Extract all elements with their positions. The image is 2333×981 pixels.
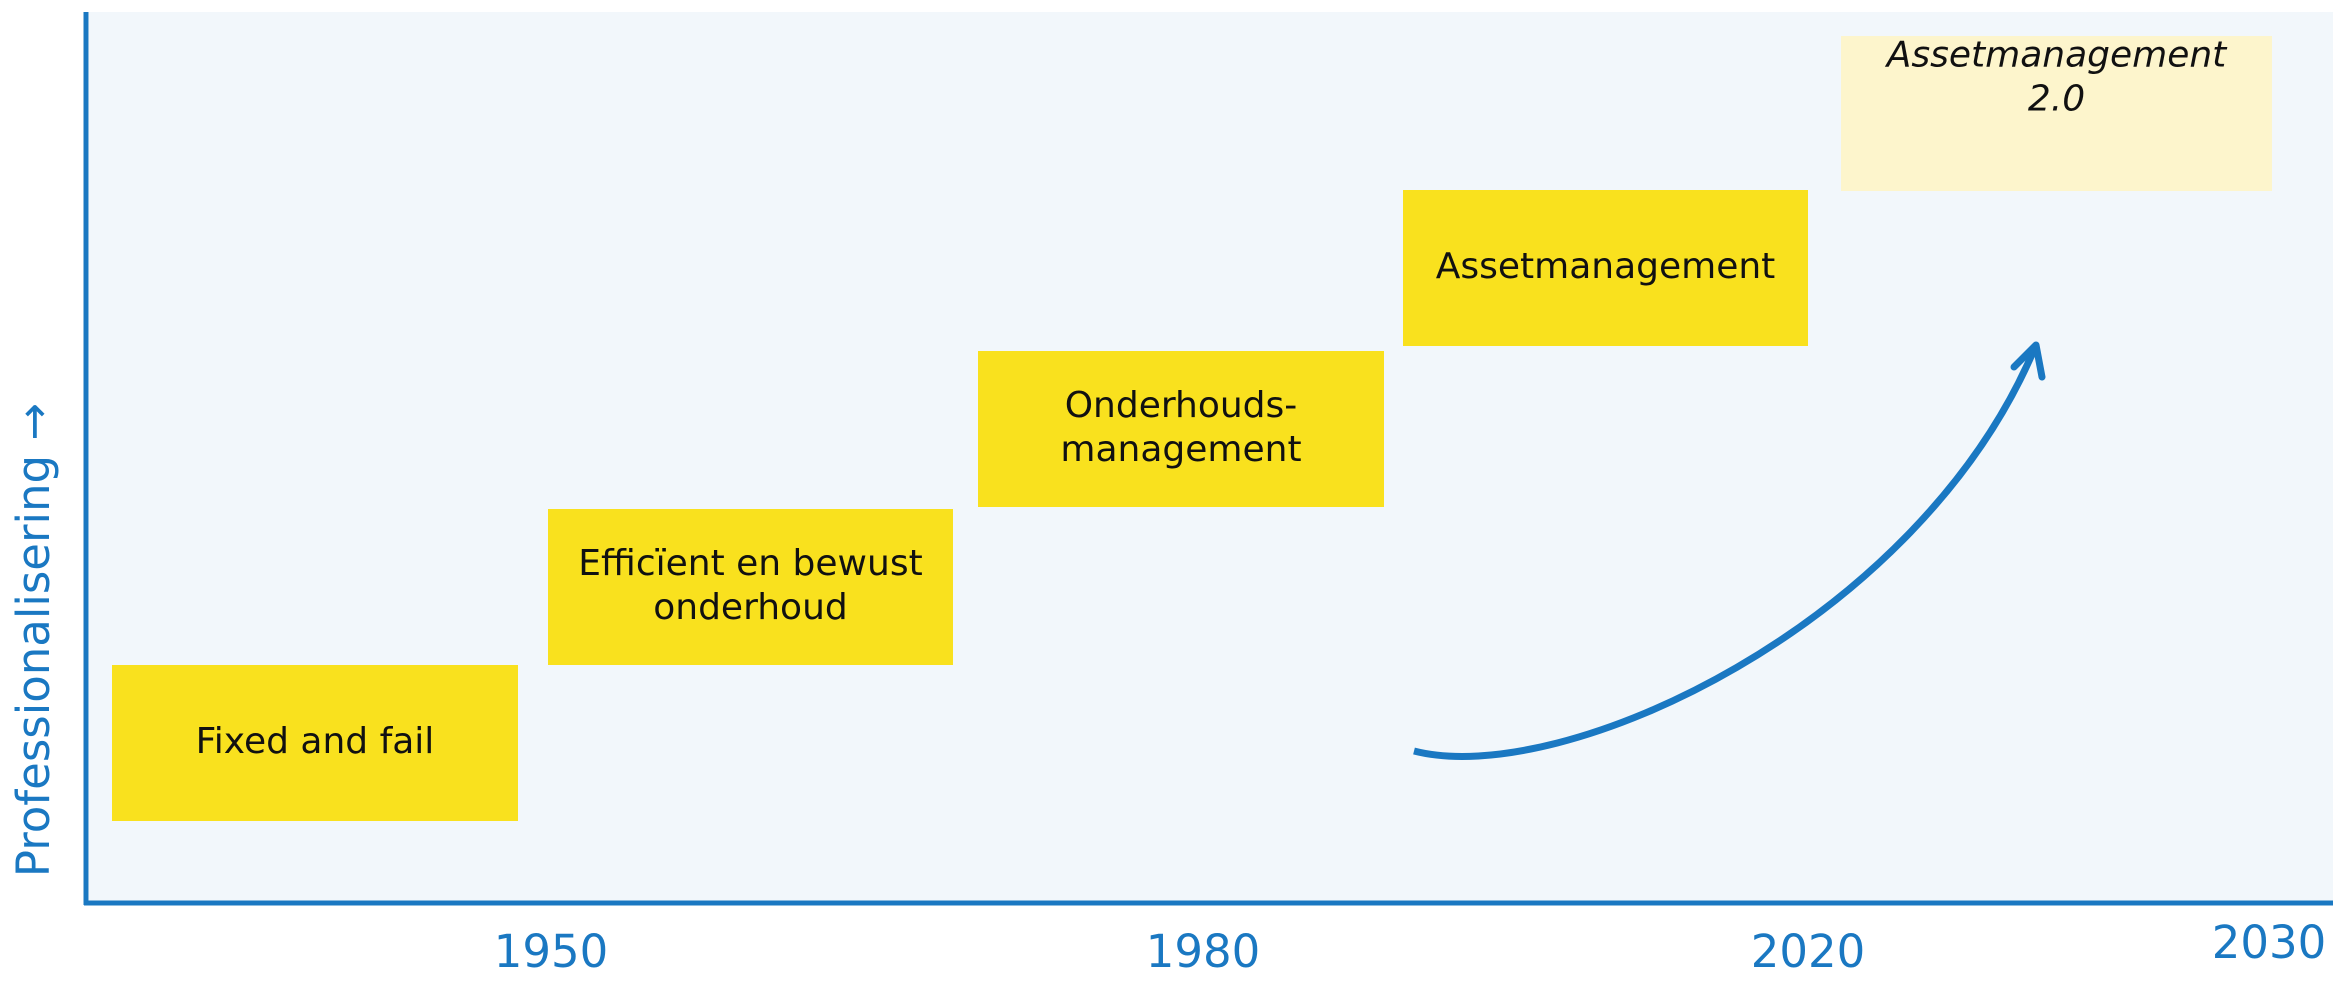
x-axis-label: 2030 (2212, 916, 2327, 969)
stage-label: Onderhouds- (1065, 385, 1298, 426)
stage-label: Efficïent en bewust (578, 543, 922, 584)
stage-label: Assetmanagement (1436, 246, 1776, 287)
stage-label: onderhoud (653, 587, 848, 628)
growth-arrow (1413, 343, 2040, 760)
stage-box (1841, 36, 2272, 191)
stage-label: 2.0 (2028, 79, 2085, 120)
x-axis-label: 1980 (1146, 925, 1261, 977)
arrow-head (2010, 341, 2046, 381)
y-axis-label: Professionalisering → (7, 403, 60, 877)
x-axis-label: 1950 (494, 925, 609, 977)
stage-box (978, 351, 1384, 507)
stage-label: management (1060, 429, 1301, 470)
stage-box (548, 509, 953, 665)
stage-box (112, 665, 518, 821)
stage-label: Assetmanagement (1885, 35, 2228, 76)
x-axis-label: 2020 (1751, 925, 1866, 977)
stage-label: Fixed and fail (196, 721, 435, 762)
stage-box (1403, 190, 1808, 346)
